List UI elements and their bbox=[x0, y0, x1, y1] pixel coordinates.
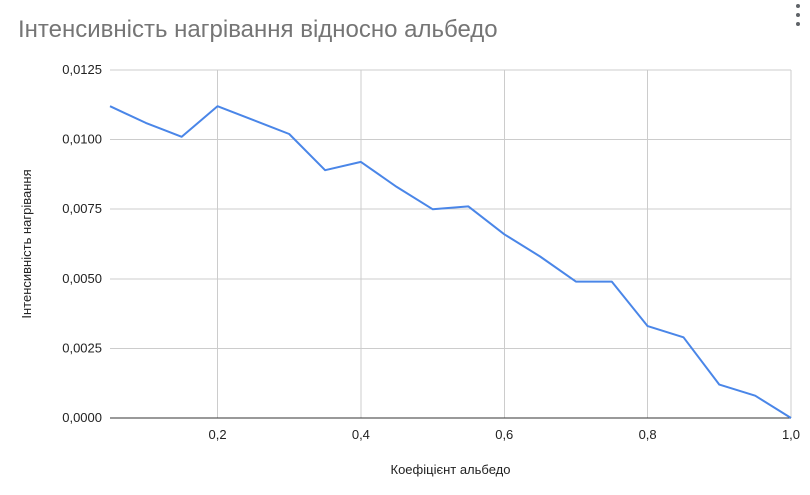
y-tick-label: 0,0075 bbox=[62, 201, 102, 216]
data-point bbox=[216, 104, 220, 108]
y-tick-label: 0,0050 bbox=[62, 271, 102, 286]
x-tick-label: 1,0 bbox=[782, 427, 800, 442]
y-tick-labels: 0,0000 0,0025 0,0050 0,0075 0,0100 0,0125 bbox=[62, 62, 102, 425]
data-point bbox=[538, 255, 542, 259]
more-options-icon[interactable] bbox=[792, 4, 804, 26]
data-point bbox=[574, 280, 578, 284]
series-line[interactable] bbox=[109, 105, 792, 419]
data-point bbox=[646, 324, 650, 328]
data-point bbox=[251, 118, 255, 122]
data-point bbox=[431, 207, 435, 211]
data-point bbox=[108, 104, 112, 108]
data-point bbox=[395, 185, 399, 189]
y-axis-title: Інтенсивність нагрівання bbox=[19, 169, 34, 318]
y-tick-label: 0,0000 bbox=[62, 410, 102, 425]
x-tick-label: 0,6 bbox=[495, 427, 513, 442]
x-gridlines bbox=[217, 70, 792, 418]
data-point bbox=[610, 280, 614, 284]
y-gridlines bbox=[110, 69, 791, 419]
x-tick-labels: 0,2 0,4 0,6 0,8 1,0 bbox=[208, 427, 800, 442]
y-tick-label: 0,0125 bbox=[62, 62, 102, 77]
data-point bbox=[359, 160, 363, 164]
data-point bbox=[681, 335, 685, 339]
data-point bbox=[466, 204, 470, 208]
data-point bbox=[287, 132, 291, 136]
x-tick-label: 0,4 bbox=[352, 427, 370, 442]
y-tick-label: 0,0025 bbox=[62, 340, 102, 355]
chart-title: Інтенсивність нагрівання відносно альбед… bbox=[18, 16, 498, 43]
data-point bbox=[753, 394, 757, 398]
x-tick-label: 0,2 bbox=[208, 427, 226, 442]
series-points bbox=[108, 104, 793, 420]
y-tick-label: 0,0100 bbox=[62, 132, 102, 147]
x-tick-label: 0,8 bbox=[639, 427, 657, 442]
data-point bbox=[789, 416, 793, 420]
data-point bbox=[144, 121, 148, 125]
data-point bbox=[323, 168, 327, 172]
x-axis-title: Коефіцієнт альбедо bbox=[391, 462, 511, 477]
data-point bbox=[180, 135, 184, 139]
data-point bbox=[502, 232, 506, 236]
data-point bbox=[717, 383, 721, 387]
